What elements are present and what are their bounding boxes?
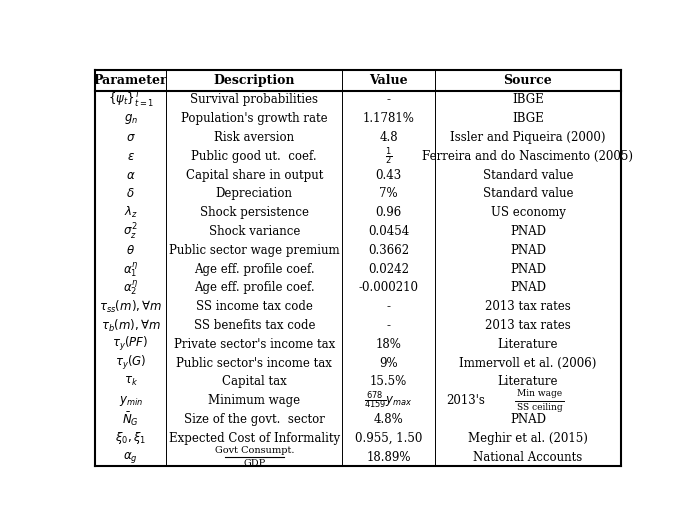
- Text: Shock persistence: Shock persistence: [200, 206, 309, 219]
- Text: PNAD: PNAD: [510, 262, 546, 276]
- Text: -0.000210: -0.000210: [359, 281, 419, 294]
- Text: $\tau_y(G)$: $\tau_y(G)$: [115, 354, 146, 372]
- Text: $\tau_y(PF)$: $\tau_y(PF)$: [113, 335, 149, 353]
- Text: 2013's: 2013's: [447, 394, 485, 407]
- Text: $\delta$: $\delta$: [127, 187, 135, 200]
- Text: $\sigma_z^2$: $\sigma_z^2$: [124, 221, 138, 242]
- Text: Standard value: Standard value: [483, 187, 573, 200]
- Text: 1.1781%: 1.1781%: [363, 112, 415, 125]
- Text: $\epsilon$: $\epsilon$: [127, 150, 135, 163]
- Text: 9%: 9%: [379, 356, 398, 370]
- Text: Standard value: Standard value: [483, 168, 573, 182]
- Text: PNAD: PNAD: [510, 413, 546, 426]
- Text: GDP: GDP: [243, 459, 266, 468]
- Text: $\bar{N}_G$: $\bar{N}_G$: [122, 410, 139, 428]
- Text: SS income tax code: SS income tax code: [196, 300, 312, 313]
- Text: Age eff. profile coef.: Age eff. profile coef.: [194, 281, 315, 294]
- Text: $\tau_k$: $\tau_k$: [124, 375, 138, 388]
- Text: $\alpha$: $\alpha$: [126, 168, 136, 182]
- Text: $\tau_{ss}(m), \forall m$: $\tau_{ss}(m), \forall m$: [99, 298, 162, 315]
- Text: -: -: [387, 319, 391, 332]
- Text: -: -: [387, 93, 391, 106]
- Text: PNAD: PNAD: [510, 244, 546, 257]
- Text: SS ceiling: SS ceiling: [517, 403, 563, 412]
- Text: Parameter: Parameter: [94, 74, 168, 87]
- Text: 7%: 7%: [379, 187, 398, 200]
- Text: Issler and Piqueira (2000): Issler and Piqueira (2000): [450, 131, 606, 144]
- Text: Public sector wage premium: Public sector wage premium: [169, 244, 340, 257]
- Text: $\lambda_z$: $\lambda_z$: [124, 205, 138, 220]
- Text: Size of the govt.  sector: Size of the govt. sector: [184, 413, 325, 426]
- Text: Survival probabilities: Survival probabilities: [190, 93, 318, 106]
- Text: PNAD: PNAD: [510, 225, 546, 238]
- Text: Private sector's income tax: Private sector's income tax: [173, 338, 335, 351]
- Text: 2013 tax rates: 2013 tax rates: [485, 319, 571, 332]
- Text: -: -: [387, 300, 391, 313]
- Text: IBGE: IBGE: [512, 112, 544, 125]
- Text: $\frac{678}{4159}y_{max}$: $\frac{678}{4159}y_{max}$: [364, 390, 413, 412]
- Text: Depreciation: Depreciation: [216, 187, 293, 200]
- Text: $\{\psi_t\}_{t=1}^T$: $\{\psi_t\}_{t=1}^T$: [108, 90, 154, 110]
- Text: $\sigma$: $\sigma$: [126, 131, 136, 144]
- Text: US economy: US economy: [491, 206, 565, 219]
- Text: 15.5%: 15.5%: [370, 375, 407, 388]
- Text: Min wage: Min wage: [517, 389, 562, 398]
- Text: Ferreira and do Nascimento (2005): Ferreira and do Nascimento (2005): [422, 150, 633, 163]
- Text: SS benefits tax code: SS benefits tax code: [194, 319, 315, 332]
- Text: Public sector's income tax: Public sector's income tax: [176, 356, 332, 370]
- Text: Capital share in output: Capital share in output: [186, 168, 323, 182]
- Text: 0.0242: 0.0242: [368, 262, 409, 276]
- Text: $\tau_b(m), \forall m$: $\tau_b(m), \forall m$: [101, 318, 161, 333]
- Text: Meghir et al. (2015): Meghir et al. (2015): [468, 432, 588, 445]
- Text: 4.8: 4.8: [379, 131, 398, 144]
- Text: Risk aversion: Risk aversion: [215, 131, 294, 144]
- Text: IBGE: IBGE: [512, 93, 544, 106]
- Text: Literature: Literature: [498, 375, 559, 388]
- Text: 0.955, 1.50: 0.955, 1.50: [355, 432, 422, 445]
- Text: 2013 tax rates: 2013 tax rates: [485, 300, 571, 313]
- Text: 18%: 18%: [375, 338, 401, 351]
- Text: 0.0454: 0.0454: [368, 225, 409, 238]
- Text: $g_n$: $g_n$: [124, 112, 138, 126]
- Text: National Accounts: National Accounts: [473, 450, 582, 464]
- Text: PNAD: PNAD: [510, 281, 546, 294]
- Text: Value: Value: [369, 74, 408, 87]
- Text: Source: Source: [503, 74, 552, 87]
- Text: $\alpha_2^\eta$: $\alpha_2^\eta$: [123, 278, 138, 297]
- Text: Population's growth rate: Population's growth rate: [181, 112, 328, 125]
- Text: 0.3662: 0.3662: [368, 244, 409, 257]
- Text: Immervoll et al. (2006): Immervoll et al. (2006): [459, 356, 597, 370]
- Text: Age eff. profile coef.: Age eff. profile coef.: [194, 262, 315, 276]
- Text: 0.96: 0.96: [375, 206, 402, 219]
- Text: $\alpha_1^\eta$: $\alpha_1^\eta$: [123, 260, 138, 279]
- Text: Minimum wage: Minimum wage: [208, 394, 301, 407]
- Text: Capital tax: Capital tax: [222, 375, 287, 388]
- Text: 4.8%: 4.8%: [374, 413, 403, 426]
- Text: $\xi_0, \xi_1$: $\xi_0, \xi_1$: [115, 430, 146, 446]
- Text: Shock variance: Shock variance: [208, 225, 300, 238]
- Text: $y_{min}$: $y_{min}$: [119, 393, 143, 408]
- Text: Description: Description: [214, 74, 295, 87]
- Text: Public good ut.  coef.: Public good ut. coef.: [192, 150, 317, 163]
- Text: $\frac{1}{2}$: $\frac{1}{2}$: [385, 145, 392, 167]
- Text: Expected Cost of Informality: Expected Cost of Informality: [168, 432, 340, 445]
- Text: $\theta$: $\theta$: [126, 244, 135, 257]
- Text: Govt Consumpt.: Govt Consumpt.: [215, 446, 294, 455]
- Text: 0.43: 0.43: [375, 168, 402, 182]
- Text: Literature: Literature: [498, 338, 559, 351]
- Text: $\alpha_g$: $\alpha_g$: [123, 450, 138, 465]
- Text: 18.89%: 18.89%: [366, 450, 411, 464]
